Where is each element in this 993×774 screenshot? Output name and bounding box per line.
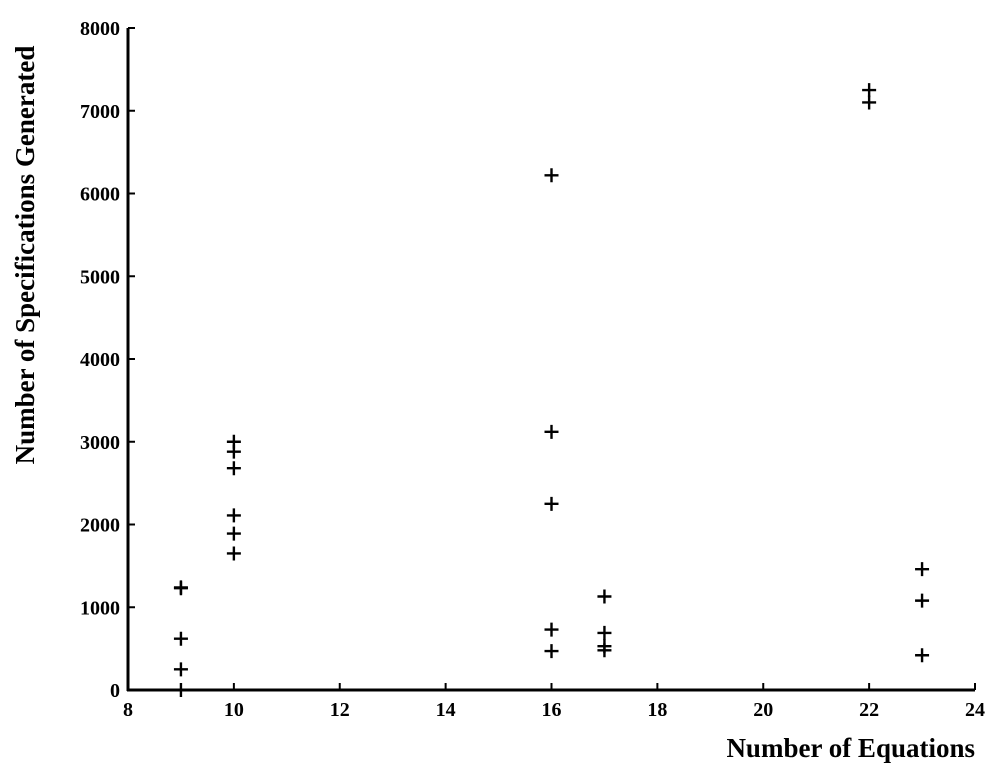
data-point-marker (862, 83, 877, 98)
data-point-marker (544, 622, 559, 637)
y-tick-label: 7000 (80, 101, 120, 123)
y-tick-label: 1000 (80, 597, 120, 619)
data-point-marker (597, 639, 612, 654)
y-tick-label: 0 (110, 680, 120, 702)
data-point-marker (544, 496, 559, 511)
x-tick-label: 18 (647, 699, 667, 721)
data-point-marker (544, 644, 559, 659)
data-point-marker (226, 461, 241, 476)
data-point-marker (597, 625, 612, 640)
y-ticks: 0 1000 2000 3000 4000 5000 6000 7000 8000 (80, 18, 135, 702)
y-tick-label: 6000 (80, 184, 120, 206)
x-tick-label: 16 (542, 699, 562, 721)
data-point-marker (226, 508, 241, 523)
data-point-marker (173, 580, 188, 595)
data-point-marker (544, 168, 559, 183)
x-ticks: 8 10 12 14 16 18 20 22 24 (123, 683, 985, 721)
data-points (173, 83, 930, 697)
x-tick-label: 20 (753, 699, 773, 721)
data-point-marker (226, 434, 241, 449)
x-axis-label: Number of Equations (726, 733, 975, 763)
data-point-marker (173, 662, 188, 677)
y-tick-label: 5000 (80, 266, 120, 288)
y-tick-label: 2000 (80, 515, 120, 537)
x-tick-label: 22 (859, 699, 879, 721)
y-tick-label: 3000 (80, 432, 120, 454)
y-tick-label: 4000 (80, 349, 120, 371)
data-point-marker (173, 631, 188, 646)
data-point-marker (915, 562, 930, 577)
data-point-marker (597, 589, 612, 604)
y-tick-label: 8000 (80, 18, 120, 40)
x-tick-label: 8 (123, 699, 133, 721)
data-point-marker (226, 546, 241, 561)
data-point-marker (862, 95, 877, 110)
data-point-marker (173, 683, 188, 697)
x-tick-label: 10 (224, 699, 244, 721)
axes (126, 28, 975, 692)
data-point-marker (544, 424, 559, 439)
x-tick-label: 14 (436, 699, 456, 721)
data-point-marker (915, 648, 930, 663)
y-axis-label: Number of Specifications Generated (10, 46, 40, 465)
data-point-marker (226, 526, 241, 541)
x-tick-label: 24 (965, 699, 985, 721)
x-tick-label: 12 (330, 699, 350, 721)
data-point-marker (915, 593, 930, 608)
